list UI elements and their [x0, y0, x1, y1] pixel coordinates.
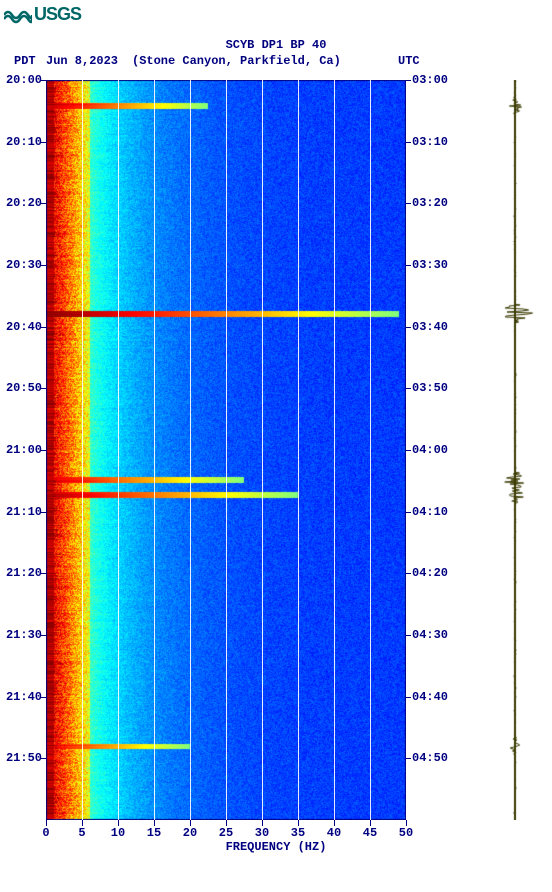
y-tick-left: 21:50	[0, 751, 42, 765]
y-tick-right: 03:30	[412, 258, 448, 272]
y-tick-right: 03:40	[412, 320, 448, 334]
y-tick-right: 04:30	[412, 628, 448, 642]
usgs-wave-icon	[4, 5, 32, 25]
spectrogram-plot	[46, 80, 406, 820]
y-tick-right: 04:50	[412, 751, 448, 765]
usgs-text: USGS	[34, 4, 81, 25]
x-tick: 5	[78, 826, 85, 840]
y-tick-left: 20:40	[0, 320, 42, 334]
x-tick: 30	[255, 826, 269, 840]
x-tick: 45	[363, 826, 377, 840]
seismogram-canvas	[480, 80, 550, 820]
y-tick-right: 04:20	[412, 566, 448, 580]
x-tick: 15	[147, 826, 161, 840]
y-tick-left: 21:30	[0, 628, 42, 642]
y-tick-left: 20:10	[0, 135, 42, 149]
y-tick-left: 20:00	[0, 73, 42, 87]
seismogram-trace	[480, 80, 550, 820]
y-tick-right: 03:00	[412, 73, 448, 87]
y-tick-left: 21:20	[0, 566, 42, 580]
y-tick-left: 21:40	[0, 690, 42, 704]
tz-left-label: PDT	[14, 54, 36, 68]
usgs-logo: USGS	[4, 4, 81, 25]
y-tick-right: 04:40	[412, 690, 448, 704]
chart-title: SCYB DP1 BP 40	[0, 38, 552, 52]
x-axis-label: FREQUENCY (HZ)	[0, 840, 552, 854]
tz-right-label: UTC	[398, 54, 420, 68]
y-tick-right: 04:00	[412, 443, 448, 457]
y-tick-left: 21:10	[0, 505, 42, 519]
y-tick-right: 03:10	[412, 135, 448, 149]
x-tick: 10	[111, 826, 125, 840]
x-tick: 50	[399, 826, 413, 840]
x-tick: 20	[183, 826, 197, 840]
x-tick: 0	[42, 826, 49, 840]
y-tick-left: 20:30	[0, 258, 42, 272]
y-tick-left: 20:20	[0, 196, 42, 210]
y-tick-right: 04:10	[412, 505, 448, 519]
x-tick: 35	[291, 826, 305, 840]
date-label: Jun 8,2023	[46, 54, 118, 68]
x-tick: 25	[219, 826, 233, 840]
y-tick-right: 03:20	[412, 196, 448, 210]
station-label: (Stone Canyon, Parkfield, Ca)	[132, 54, 341, 68]
y-tick-left: 21:00	[0, 443, 42, 457]
y-tick-left: 20:50	[0, 381, 42, 395]
y-tick-right: 03:50	[412, 381, 448, 395]
x-tick: 40	[327, 826, 341, 840]
